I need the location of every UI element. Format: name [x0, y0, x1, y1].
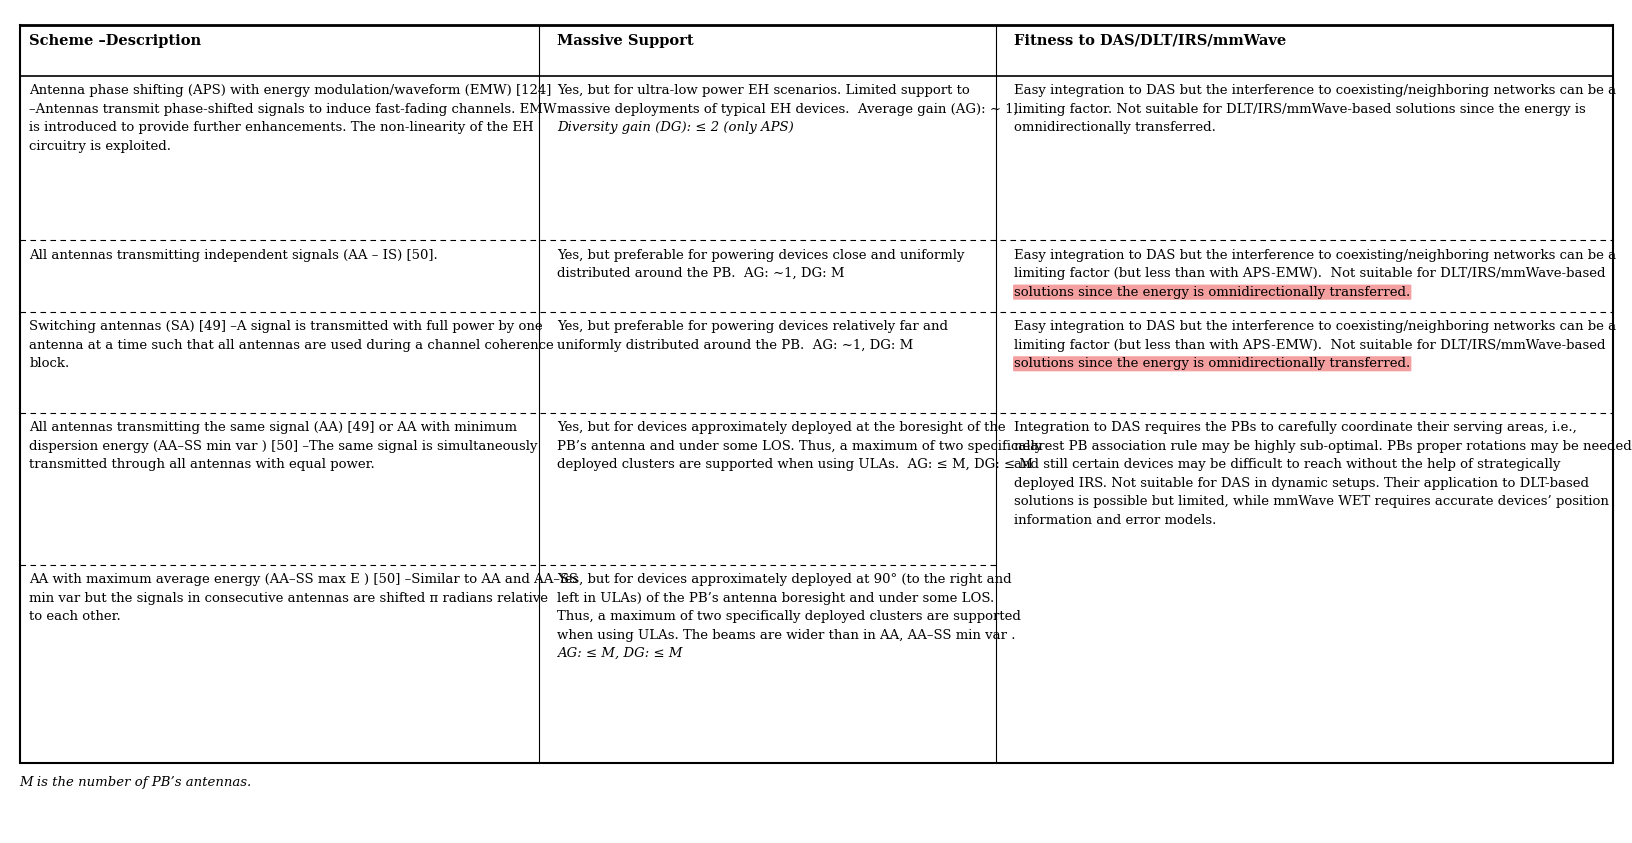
Text: solutions since the energy is omnidirectionally transferred.: solutions since the energy is omnidirect… [1013, 357, 1410, 370]
Text: min var but the signals in consecutive antennas are shifted π radians relative: min var but the signals in consecutive a… [29, 592, 548, 604]
Text: circuitry is exploited.: circuitry is exploited. [29, 140, 171, 153]
Text: Fitness to DAS/DLT/IRS/mmWave: Fitness to DAS/DLT/IRS/mmWave [1013, 34, 1286, 48]
Text: Yes, but preferable for powering devices relatively far and: Yes, but preferable for powering devices… [557, 320, 947, 333]
Text: PB’s antenna and under some LOS. Thus, a maximum of two specifically: PB’s antenna and under some LOS. Thus, a… [557, 440, 1041, 453]
Text: All antennas transmitting independent signals (AA – IS) [50].: All antennas transmitting independent si… [29, 249, 437, 261]
Text: Massive Support: Massive Support [557, 34, 694, 48]
Text: Yes, but for devices approximately deployed at the boresight of the: Yes, but for devices approximately deplo… [557, 422, 1005, 434]
Text: omnidirectionally transferred.: omnidirectionally transferred. [1013, 121, 1216, 134]
Text: Easy integration to DAS but the interference to coexisting/neighboring networks : Easy integration to DAS but the interfer… [1013, 320, 1616, 333]
Text: limiting factor (but less than with APS-EMW).  Not suitable for DLT/IRS/mmWave-b: limiting factor (but less than with APS-… [1013, 267, 1604, 280]
Text: to each other.: to each other. [29, 610, 121, 623]
Text: M is the number of PB’s antennas.: M is the number of PB’s antennas. [20, 776, 251, 788]
Text: antenna at a time such that all antennas are used during a channel coherence: antenna at a time such that all antennas… [29, 339, 553, 352]
Text: deployed clusters are supported when using ULAs.  AG: ≤ M, DG: ≤ M: deployed clusters are supported when usi… [557, 459, 1031, 471]
Text: is introduced to provide further enhancements. The non-linearity of the EH: is introduced to provide further enhance… [29, 121, 534, 134]
Text: All antennas transmitting the same signal (AA) [49] or AA with minimum: All antennas transmitting the same signa… [29, 422, 517, 434]
Text: AA with maximum average energy (AA–SS max E ) [50] –Similar to AA and AA–SS: AA with maximum average energy (AA–SS ma… [29, 573, 578, 586]
Text: Easy integration to DAS but the interference to coexisting/neighboring networks : Easy integration to DAS but the interfer… [1013, 84, 1616, 97]
Text: left in ULAs) of the PB’s antenna boresight and under some LOS.: left in ULAs) of the PB’s antenna boresi… [557, 592, 994, 604]
Text: Switching antennas (SA) [49] –A signal is transmitted with full power by one: Switching antennas (SA) [49] –A signal i… [29, 320, 543, 333]
Text: information and error models.: information and error models. [1013, 514, 1216, 527]
Text: AG: ≤ M, DG: ≤ M: AG: ≤ M, DG: ≤ M [557, 647, 682, 660]
Text: and still certain devices may be difficult to reach without the help of strategi: and still certain devices may be difficu… [1013, 459, 1560, 471]
Text: solutions is possible but limited, while mmWave WET requires accurate devices’ p: solutions is possible but limited, while… [1013, 496, 1608, 508]
Text: block.: block. [29, 357, 70, 370]
Text: Thus, a maximum of two specifically deployed clusters are supported: Thus, a maximum of two specifically depl… [557, 610, 1020, 623]
Text: deployed IRS. Not suitable for DAS in dynamic setups. Their application to DLT-b: deployed IRS. Not suitable for DAS in dy… [1013, 477, 1588, 490]
Text: Antenna phase shifting (APS) with energy modulation/waveform (EMW) [124]: Antenna phase shifting (APS) with energy… [29, 84, 552, 97]
Text: when using ULAs. The beams are wider than in AA, AA–SS min var .: when using ULAs. The beams are wider tha… [557, 629, 1018, 642]
Text: massive deployments of typical EH devices.  Average gain (AG): ∼ 1,: massive deployments of typical EH device… [557, 103, 1017, 115]
Text: Yes, but for devices approximately deployed at 90° (to the right and: Yes, but for devices approximately deplo… [557, 573, 1010, 586]
Text: nearest PB association rule may be highly sub-optimal. PBs proper rotations may : nearest PB association rule may be highl… [1013, 440, 1632, 453]
Text: Yes, but for ultra-low power EH scenarios. Limited support to: Yes, but for ultra-low power EH scenario… [557, 84, 969, 97]
Text: Easy integration to DAS but the interference to coexisting/neighboring networks : Easy integration to DAS but the interfer… [1013, 249, 1616, 261]
Text: –Antennas transmit phase-shifted signals to induce fast-fading channels. EMW: –Antennas transmit phase-shifted signals… [29, 103, 557, 115]
Text: limiting factor. Not suitable for DLT/IRS/mmWave-based solutions since the energ: limiting factor. Not suitable for DLT/IR… [1013, 103, 1585, 115]
Text: limiting factor (but less than with APS-EMW).  Not suitable for DLT/IRS/mmWave-b: limiting factor (but less than with APS-… [1013, 339, 1604, 352]
Text: Integration to DAS requires the PBs to carefully coordinate their serving areas,: Integration to DAS requires the PBs to c… [1013, 422, 1577, 434]
Text: transmitted through all antennas with equal power.: transmitted through all antennas with eq… [29, 459, 375, 471]
Text: solutions since the energy is omnidirectionally transferred.: solutions since the energy is omnidirect… [1013, 286, 1410, 298]
Text: distributed around the PB.  AG: ∼1, DG: M: distributed around the PB. AG: ∼1, DG: M [557, 267, 844, 280]
Text: Diversity gain (DG): ≤ 2 (only APS): Diversity gain (DG): ≤ 2 (only APS) [557, 121, 793, 134]
Text: dispersion energy (AA–SS min var ) [50] –The same signal is simultaneously: dispersion energy (AA–SS min var ) [50] … [29, 440, 537, 453]
Text: Yes, but preferable for powering devices close and uniformly: Yes, but preferable for powering devices… [557, 249, 965, 261]
Text: Scheme –Description: Scheme –Description [29, 34, 201, 48]
Text: uniformly distributed around the PB.  AG: ∼1, DG: M: uniformly distributed around the PB. AG:… [557, 339, 912, 352]
